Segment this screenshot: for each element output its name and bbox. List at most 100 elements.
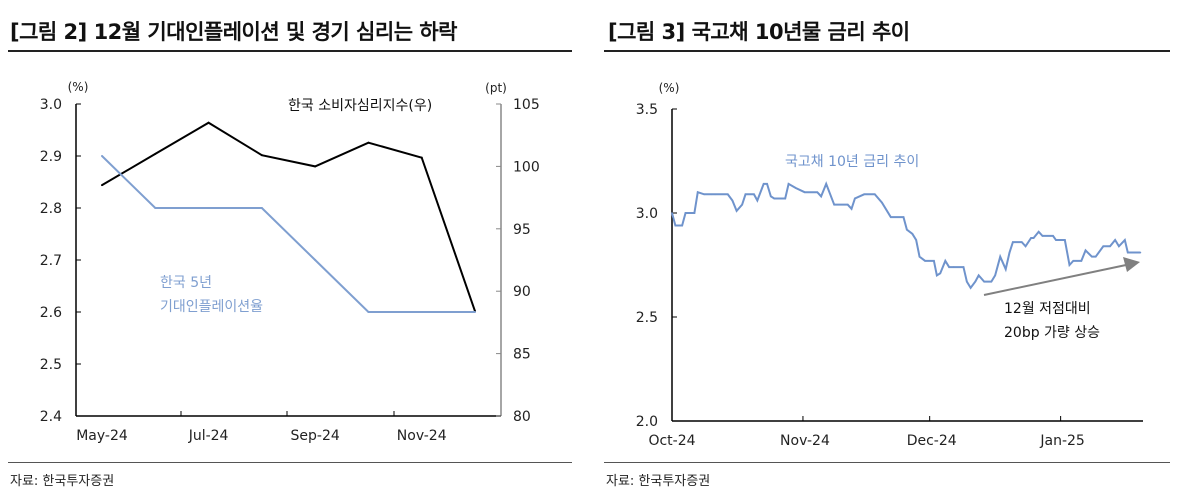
data-point xyxy=(1024,245,1027,248)
annotation-text: 20bp 가량 상승 xyxy=(1004,325,1100,341)
x-tick-label: Sep-24 xyxy=(291,428,340,444)
y-tick-label-right: 85 xyxy=(513,347,531,363)
data-point xyxy=(1094,255,1097,258)
data-point xyxy=(1055,239,1057,241)
legend-expected-inflation: 기대인플레이션율 xyxy=(160,299,263,315)
data-point xyxy=(1072,260,1075,262)
chart-expected-inflation-sentiment: 3.0 2.9 2.8 2.7 2.6 2.5 2.4 105 100 95 90 85 80 May-2… xyxy=(40,80,540,444)
data-point xyxy=(820,195,822,198)
data-point xyxy=(1118,245,1120,248)
y-tick-label: 2.5 xyxy=(40,357,62,373)
data-point xyxy=(948,266,950,268)
data-point xyxy=(846,203,849,206)
annotation-text: 12월 저점대비 xyxy=(1004,301,1091,317)
data-point xyxy=(1064,239,1066,241)
data-point xyxy=(1139,251,1142,254)
data-point xyxy=(850,208,853,210)
data-point xyxy=(787,183,790,185)
y-tick-label-right: 80 xyxy=(513,409,531,425)
data-point xyxy=(936,274,938,277)
data-point xyxy=(939,272,942,275)
data-point xyxy=(703,193,705,196)
data-point xyxy=(969,287,972,289)
y-tick-label: 2.5 xyxy=(636,310,658,326)
source-note: 자료: 한국투자증권 xyxy=(10,474,115,489)
data-point xyxy=(710,193,713,196)
data-point xyxy=(735,210,738,212)
series-line-ktb-10y xyxy=(671,181,1141,290)
data-point xyxy=(962,266,965,268)
data-point xyxy=(1126,251,1129,254)
source-note: 자료: 한국투자증권 xyxy=(606,474,711,489)
y-tick-label: 2.4 xyxy=(40,409,62,425)
data-point xyxy=(803,191,806,193)
data-point xyxy=(784,197,787,200)
data-point xyxy=(207,121,210,124)
data-point xyxy=(1102,245,1105,248)
data-point xyxy=(833,203,836,206)
y-tick-label: 2.6 xyxy=(40,305,62,321)
data-point xyxy=(154,207,157,209)
data-point xyxy=(902,216,905,218)
data-point xyxy=(766,183,768,185)
data-point xyxy=(952,266,955,268)
data-point xyxy=(1068,264,1071,266)
trend-arrow-shaft xyxy=(983,264,1127,296)
data-point xyxy=(744,193,747,196)
data-point xyxy=(915,239,917,241)
data-point xyxy=(825,183,827,185)
series-line-expected-inflation xyxy=(101,155,475,313)
y-tick-label: 3.0 xyxy=(636,206,658,222)
data-point xyxy=(1008,251,1011,254)
data-point xyxy=(1030,237,1032,239)
data-point xyxy=(314,165,317,168)
data-point xyxy=(693,212,696,214)
data-point xyxy=(1020,241,1023,243)
data-point xyxy=(714,193,716,196)
data-point xyxy=(756,199,759,202)
legend-expected-inflation: 한국 5년 xyxy=(160,275,212,291)
x-tick-label: Nov-24 xyxy=(397,428,447,444)
y-unit-right: (pt) xyxy=(485,81,507,95)
data-point xyxy=(1080,260,1083,262)
data-point xyxy=(873,193,876,196)
data-point xyxy=(314,259,317,261)
footer-divider xyxy=(8,462,572,463)
data-point xyxy=(420,156,423,159)
data-point xyxy=(207,207,210,209)
y-tick-label-right: 100 xyxy=(513,159,540,175)
data-point xyxy=(731,199,734,202)
trend-arrow-head xyxy=(1123,257,1140,272)
data-point xyxy=(420,311,423,313)
x-tick-label: Jan-25 xyxy=(1039,433,1084,449)
data-point xyxy=(944,260,947,262)
data-point xyxy=(726,193,729,196)
data-point xyxy=(918,255,921,258)
data-point xyxy=(1109,245,1111,248)
data-point xyxy=(684,212,687,214)
data-point xyxy=(260,154,263,157)
data-point xyxy=(881,201,883,204)
y-tick-label-right: 90 xyxy=(513,284,531,300)
data-point xyxy=(863,193,866,196)
data-point xyxy=(854,197,856,200)
data-point xyxy=(1004,268,1007,270)
data-point xyxy=(1032,237,1035,239)
y-tick-label: 3.0 xyxy=(40,97,62,113)
data-point xyxy=(762,183,765,185)
data-point xyxy=(816,191,819,193)
figure-2-title: [그림 2] 12월 기대인플레이션 및 경기 심리는 하락 xyxy=(10,20,457,44)
data-point xyxy=(260,207,263,209)
title-underline xyxy=(604,50,1170,52)
chart-ktb-10y-yield: 3.5 3.0 2.5 2.0 Oct-24 Nov-24 Dec-24 Jan-25 (%) 국… xyxy=(636,81,1143,449)
data-point xyxy=(1114,239,1116,241)
data-point xyxy=(741,203,743,206)
data-point xyxy=(367,141,370,144)
x-tick-label: Jul-24 xyxy=(188,428,229,444)
data-point xyxy=(474,311,476,313)
data-point xyxy=(924,260,926,262)
series-line-consumer-sentiment xyxy=(101,121,476,312)
data-point xyxy=(1012,241,1014,243)
y-tick-label: 2.7 xyxy=(40,253,62,269)
